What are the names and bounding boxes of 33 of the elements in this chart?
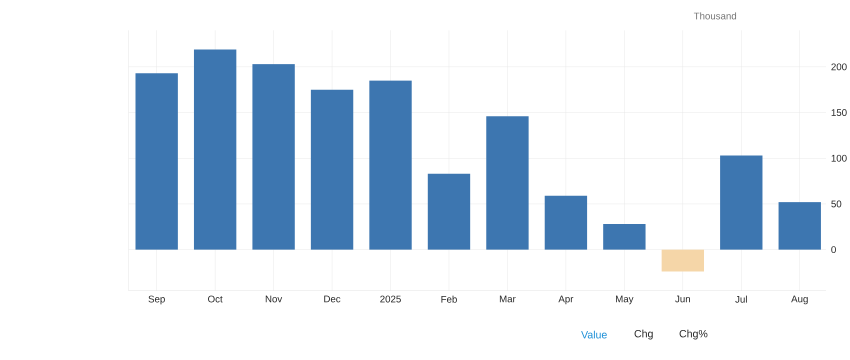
x-tick-label: Jul [735,296,747,303]
bar [194,49,236,250]
y-tick-label: 100 [832,154,847,162]
y-axis-title: Thousand [694,12,736,20]
y-tick-label: 150 [832,109,847,116]
x-tick-label: Sep [148,296,165,304]
x-tick-label: 2025 [380,296,401,302]
bar [428,174,470,250]
x-tick-label: Jun [675,296,690,302]
x-tick-label: Dec [324,296,340,302]
bar [135,73,178,250]
x-tick-label: Aug [791,296,808,304]
bar [662,250,704,272]
y-tick-label: 50 [831,200,842,208]
y-tick-label: 0 [831,246,836,253]
bar [252,64,295,250]
x-tick-label: Nov [266,296,282,302]
x-tick-label: Apr [558,296,574,304]
x-tick-label: Feb [441,296,457,303]
x-tick-label: Oct [208,296,223,302]
y-tick-label: 200 [831,63,847,70]
bar [486,116,529,250]
bar [369,80,412,250]
bar [778,202,821,250]
x-tick-label: May [616,296,634,304]
bar [310,90,354,250]
bar [720,155,762,250]
text: Chg [634,330,653,340]
bar [544,196,588,250]
text: Chg% [680,330,708,340]
text: Value [581,330,607,338]
bar [603,224,646,250]
x-tick-label: Mar [500,296,516,302]
